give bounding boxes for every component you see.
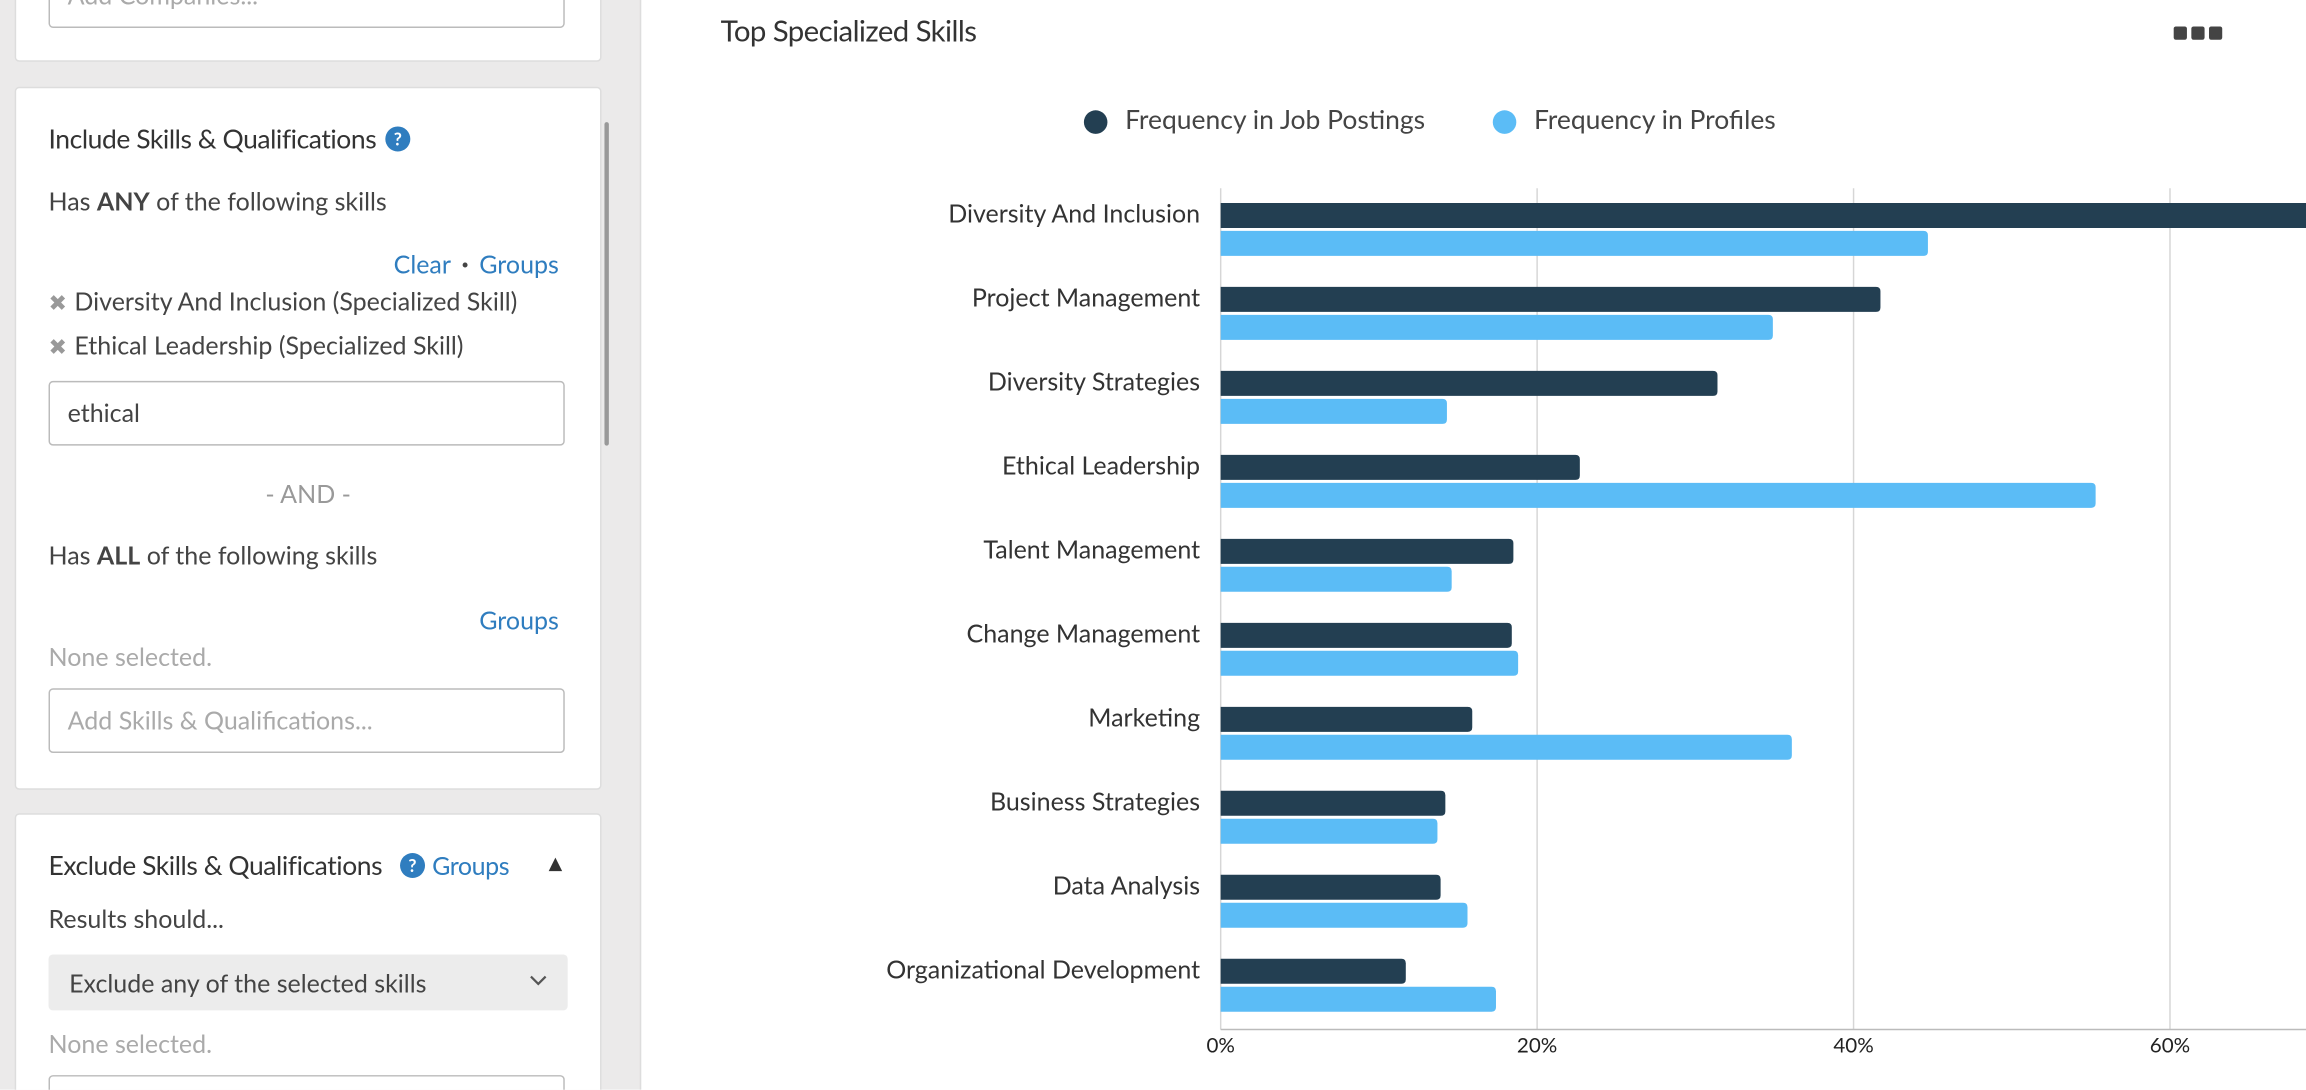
include-title: Include Skills & Qualifications? — [49, 122, 411, 154]
bar — [1220, 314, 1773, 340]
exclude-select[interactable]: Exclude any of the selected skills — [48, 954, 568, 1011]
x-tick-label: 0% — [1206, 1033, 1234, 1057]
skill-input[interactable]: Add Skills & Qualifications... — [48, 688, 565, 753]
y-tick-label: Organizational Development — [886, 954, 1200, 984]
chevron — [530, 975, 547, 986]
text: Has — [48, 185, 91, 217]
clear-link[interactable]: Clear — [393, 248, 451, 280]
text: of the following skills — [156, 185, 387, 217]
x-tick-label: 60% — [2150, 1033, 2190, 1057]
bar — [1220, 874, 1441, 900]
sidebar: Add Companies... Include Skills & Qualif… — [0, 0, 642, 1090]
bar — [1220, 622, 1512, 648]
bar — [1220, 370, 1718, 396]
none-selected: None selected. — [48, 1028, 213, 1059]
y-tick-label: Business Strategies — [990, 786, 1200, 816]
y-tick-label: Diversity And Inclusion — [948, 199, 1200, 229]
groups-link[interactable]: Groups — [479, 604, 559, 636]
x-tick-label: 20% — [1517, 1033, 1557, 1057]
bar — [1220, 230, 1928, 256]
exclude-panel: Exclude Skills & Qualifications? Groups ▲… — [14, 813, 602, 1090]
bar — [1220, 986, 1496, 1012]
include-panel: Include Skills & Qualifications? Has ANY… — [14, 86, 602, 790]
plot — [1220, 202, 2306, 1012]
groups-link[interactable]: Groups — [479, 248, 559, 280]
scrollbar[interactable] — [604, 122, 609, 446]
y-tick-label: Ethical Leadership — [1002, 450, 1200, 480]
skill-label: Diversity And Inclusion (Specialized Ski… — [74, 285, 518, 317]
skill-input[interactable]: ethical — [48, 380, 565, 446]
bar — [1220, 202, 2306, 228]
text: of the following skills — [146, 539, 378, 571]
y-tick-label: Change Management — [967, 618, 1201, 648]
remove-icon[interactable]: ✖ — [48, 289, 68, 317]
title-text: Include Skills & Qualifications — [48, 122, 377, 155]
help-icon[interactable]: ? — [385, 126, 411, 152]
results-label: Results should... — [48, 903, 224, 934]
emphasis: ANY — [96, 185, 150, 217]
help-icon[interactable]: ? — [399, 853, 425, 879]
legend-label: Frequency in Job Postings — [1125, 103, 1425, 135]
legend-label: Frequency in Profiles — [1534, 103, 1776, 135]
y-tick-label: Data Analysis — [1053, 870, 1200, 900]
groups-link[interactable]: Groups — [432, 850, 510, 881]
bar — [1220, 790, 1446, 816]
separator: • — [461, 255, 469, 273]
bar — [1220, 286, 1881, 312]
selected-skill: ✖ Diversity And Inclusion (Specialized Sk… — [49, 285, 518, 316]
and-divider: - AND - — [265, 477, 351, 509]
any-actions: Clear • Groups — [394, 249, 559, 280]
y-tick-label: Talent Management — [983, 534, 1200, 564]
title-text: Exclude Skills & Qualifications — [48, 848, 383, 881]
all-label: Has ALL of the following skills — [49, 540, 378, 571]
companies-panel: Add Companies... — [14, 0, 602, 62]
exclude-title: Exclude Skills & Qualifications? Groups — [49, 849, 510, 881]
emphasis: ALL — [96, 539, 141, 571]
bar — [1220, 958, 1406, 984]
legend-swatch — [1083, 110, 1108, 134]
legend: Frequency in Job Postings Frequency in Pr… — [1083, 103, 1776, 135]
bar — [1220, 734, 1792, 760]
x-tick-label: 40% — [1833, 1033, 1873, 1057]
y-tick-label: Diversity Strategies — [988, 366, 1200, 396]
legend-swatch — [1492, 110, 1517, 134]
bar — [1220, 818, 1438, 844]
bar — [1220, 398, 1447, 424]
y-tick-label: Project Management — [972, 282, 1200, 312]
bar — [1220, 706, 1473, 732]
chart-title: Top Specialized Skills — [721, 13, 977, 48]
bar — [1220, 482, 2096, 508]
menu-icon[interactable] — [2173, 26, 2223, 40]
selected-skill: ✖ Ethical Leadership (Specialized Skill) — [49, 329, 464, 360]
collapse-toggle[interactable]: ▲ — [548, 851, 563, 874]
skill-input[interactable] — [48, 1075, 565, 1090]
y-tick-label: Marketing — [1088, 702, 1200, 732]
none-selected: None selected. — [48, 641, 213, 673]
text: Has — [48, 539, 91, 571]
skill-label: Ethical Leadership (Specialized Skill) — [74, 329, 464, 361]
select-value: Exclude any of the selected skills — [69, 967, 427, 999]
companies-input[interactable]: Add Companies... — [48, 0, 565, 28]
any-label: Has ANY of the following skills — [49, 185, 387, 216]
bar — [1220, 902, 1468, 928]
bar — [1220, 538, 1514, 564]
bar — [1220, 454, 1580, 480]
remove-icon[interactable]: ✖ — [48, 333, 68, 361]
bar — [1220, 566, 1452, 592]
bar — [1220, 650, 1519, 676]
